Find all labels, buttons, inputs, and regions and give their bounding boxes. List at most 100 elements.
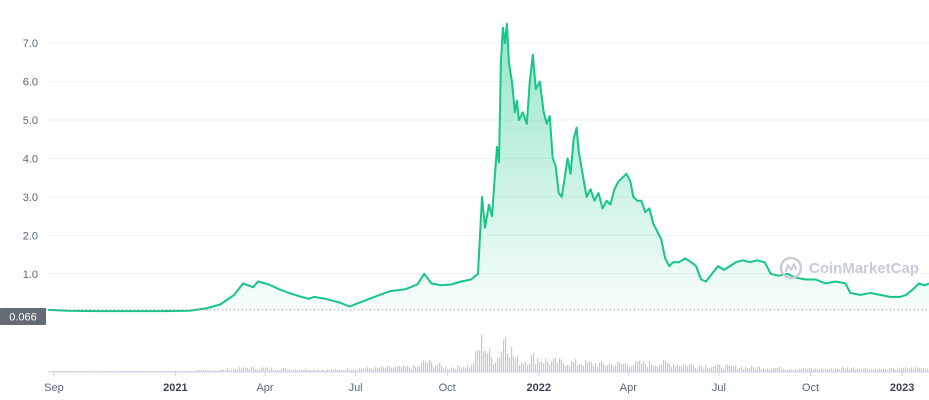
volume-bar: [247, 368, 249, 372]
volume-bar: [283, 367, 285, 372]
volume-bar: [789, 369, 791, 372]
volume-bar: [871, 368, 873, 372]
volume-bar: [711, 367, 713, 372]
volume-bar: [643, 361, 645, 372]
volume-bar: [301, 369, 303, 372]
volume-bar: [779, 366, 781, 372]
volume-bar: [563, 363, 565, 372]
watermark-text: CoinMarketCap: [809, 260, 919, 277]
volume-bar: [289, 368, 291, 372]
volume-bar: [675, 366, 677, 372]
volume-bar: [823, 369, 825, 372]
volume-bar: [797, 369, 799, 372]
volume-bar: [203, 369, 205, 372]
volume-bar: [669, 363, 671, 372]
volume-bar: [451, 367, 453, 372]
volume-bar: [481, 334, 483, 372]
volume-bar: [777, 368, 779, 372]
volume-bar: [337, 369, 339, 372]
volume-bar: [917, 367, 919, 372]
volume-bar: [693, 365, 695, 372]
volume-bar: [327, 369, 329, 372]
volume-bar: [621, 363, 623, 372]
volume-bar: [279, 370, 281, 372]
volume-bar: [631, 366, 633, 372]
volume-bar: [467, 365, 469, 372]
volume-bar: [323, 369, 325, 372]
volume-bar: [771, 368, 773, 372]
volume-bar: [513, 356, 515, 372]
volume-bar: [551, 360, 553, 372]
volume-bar: [349, 370, 351, 372]
volume-bar: [683, 364, 685, 372]
volume-bar: [857, 368, 859, 372]
volume-bar: [463, 367, 465, 372]
y-tick-label: 3.0: [23, 192, 38, 204]
volume-bar: [409, 367, 411, 372]
volume-bar: [883, 368, 885, 372]
volume-bar: [391, 368, 393, 372]
volume-bar: [233, 368, 235, 372]
volume-bar: [599, 362, 601, 372]
volume-bar: [305, 368, 307, 372]
volume-bar: [369, 368, 371, 372]
volume-bar: [459, 366, 461, 372]
volume-bar: [557, 363, 559, 372]
volume-bar: [383, 367, 385, 372]
volume-bar: [189, 370, 191, 372]
volume-bar: [199, 369, 201, 372]
y-tick-label: 2.0: [23, 230, 38, 242]
volume-bar: [699, 365, 701, 372]
volume-bar: [325, 370, 327, 372]
y-tick-label: 1.0: [23, 269, 38, 281]
volume-bar: [919, 367, 921, 372]
volume-bar: [679, 365, 681, 372]
volume-bar: [457, 364, 459, 372]
volume-bar: [441, 365, 443, 372]
volume-bar: [921, 368, 923, 372]
volume-bar: [309, 370, 311, 372]
volume-bar: [687, 366, 689, 372]
volume-bar: [827, 369, 829, 372]
y-tick-label: 7.0: [23, 38, 38, 50]
volume-bar: [229, 370, 231, 372]
volume-bar: [313, 369, 315, 372]
volume-bar: [793, 369, 795, 372]
volume-bar: [671, 367, 673, 372]
volume-bar: [101, 370, 103, 372]
volume-bar: [421, 362, 423, 372]
volume-bar: [393, 367, 395, 372]
volume-bar: [903, 367, 905, 372]
volume-bar: [633, 364, 635, 372]
volume-bar: [809, 367, 811, 372]
volume-bar: [765, 369, 767, 372]
volume-bar: [653, 365, 655, 372]
volume-bar: [71, 370, 73, 372]
volume-bar: [795, 369, 797, 372]
volume-bar: [339, 369, 341, 372]
volume-bar: [911, 367, 913, 372]
volume-bar: [571, 360, 573, 372]
volume-bar: [319, 370, 321, 372]
volume-bar: [429, 359, 431, 372]
volume-bar: [495, 362, 497, 372]
volume-bar: [353, 369, 355, 372]
volume-bar: [381, 366, 383, 372]
volume-bar: [673, 364, 675, 372]
volume-bar: [807, 368, 809, 372]
volume-bar: [555, 357, 557, 372]
volume-bar: [775, 368, 777, 372]
volume-bar: [839, 369, 841, 372]
volume-bar: [575, 358, 577, 372]
volume-bar: [193, 370, 195, 372]
volume-bar: [389, 366, 391, 372]
volume-bar: [907, 368, 909, 372]
volume-bar: [493, 364, 495, 372]
volume-bar: [745, 366, 747, 372]
volume-bar: [197, 370, 199, 372]
volume-bar: [537, 358, 539, 372]
volume-bar: [249, 369, 251, 372]
volume-bar: [511, 347, 513, 372]
x-tick-label: Jul: [712, 382, 726, 394]
